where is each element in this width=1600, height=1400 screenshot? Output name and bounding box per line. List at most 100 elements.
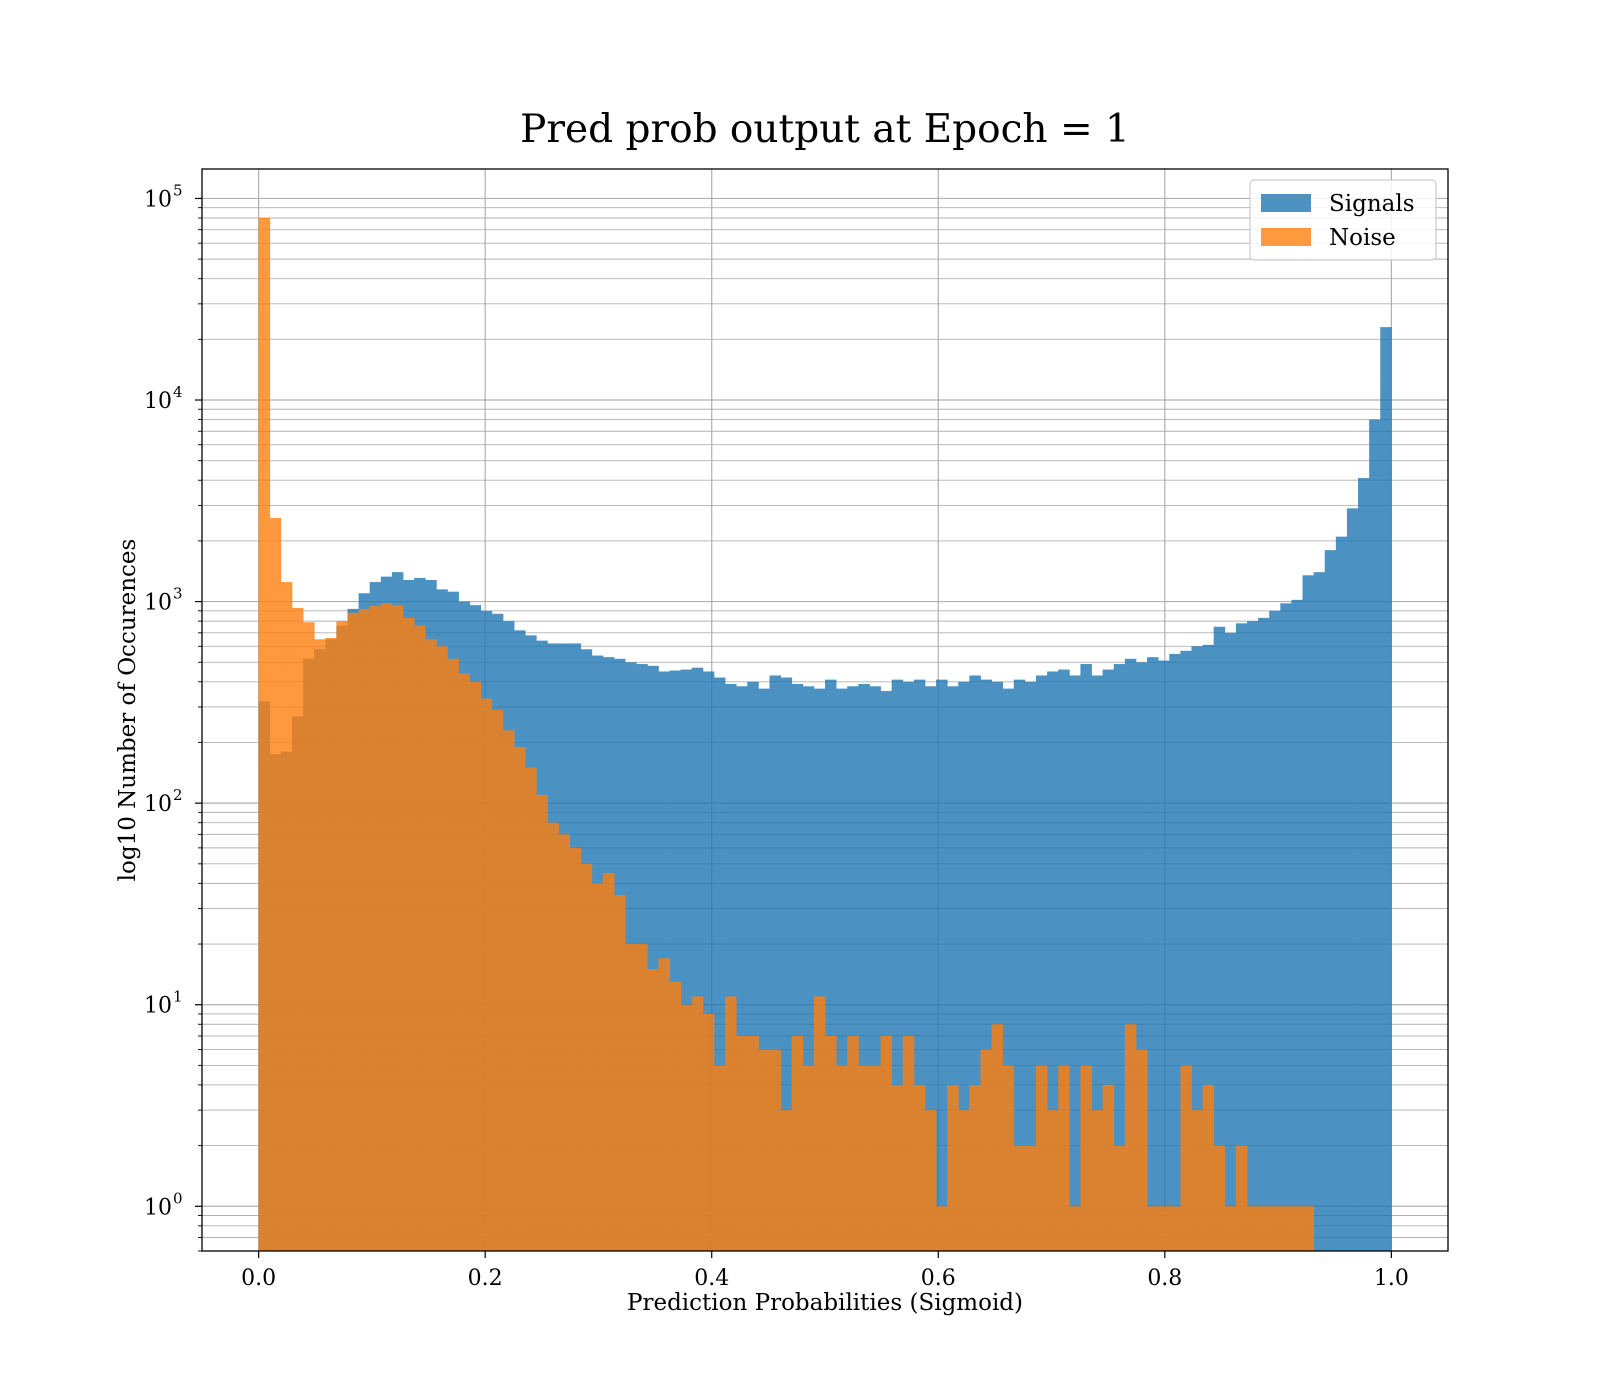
bar-noise [869,1065,881,1251]
bar-noise [502,730,515,1251]
bar-noise [380,603,393,1251]
bar-noise [403,617,415,1251]
bar-noise [669,981,682,1251]
bar-noise [436,646,448,1251]
y-tick-exponent: 5 [173,181,183,199]
bar-signals [947,686,959,1251]
bar-noise [1069,1206,1081,1251]
bar-noise [614,895,626,1251]
bar-signals [1124,658,1137,1251]
bar-signals [1380,327,1392,1252]
bar-noise [936,1206,948,1251]
bar-signals [813,688,826,1251]
y-tick-label: 10 [144,994,172,1019]
y-tick-label: 10 [144,389,172,414]
bar-noise [991,1024,1004,1251]
bar-signals [1302,575,1315,1251]
bar-signals [725,684,737,1251]
bar-noise [836,1065,848,1251]
bar-noise [1302,1206,1315,1251]
bar-noise [1291,1206,1303,1251]
bar-noise [1269,1206,1281,1251]
bar-signals [702,671,715,1251]
bar-signals [1346,508,1359,1252]
bar-signals [936,679,948,1251]
bar-noise [1124,1024,1137,1251]
bar-noise [658,958,670,1251]
bar-noise [1258,1206,1270,1251]
bar-signals [713,677,726,1251]
bar-signals [1191,646,1203,1251]
bar-signals [891,679,904,1251]
bar-signals [769,675,781,1251]
bar-signals [1313,572,1326,1251]
bar-noise [758,1049,770,1251]
bar-noise [736,1035,748,1251]
bar-signals [991,681,1004,1251]
legend-swatch-signals [1261,194,1311,212]
bar-signals [791,684,804,1251]
bar-signals [680,669,693,1251]
bar-noise [791,1035,804,1251]
x-tick-label: 1.0 [1374,1266,1409,1291]
y-tick-exponent: 3 [173,585,183,603]
bar-noise [980,1049,992,1251]
bar-noise [336,621,348,1251]
bar-noise [691,996,704,1251]
bar-noise [1135,1049,1148,1251]
bar-noise [1158,1206,1170,1251]
bar-noise [602,873,615,1251]
bar-noise [280,582,293,1251]
bar-noise [1013,1145,1026,1251]
bar-noise [947,1084,959,1251]
bar-noise [1180,1065,1192,1251]
bar-noise [713,1065,726,1251]
y-tick-label: 10 [144,591,172,616]
bar-noise [858,1065,870,1251]
series-noise [258,217,1315,1251]
bar-signals [1169,653,1181,1251]
bar-noise [269,517,282,1251]
bar-signals [736,686,748,1251]
bar-signals [1147,657,1159,1251]
bar-noise [924,1110,937,1251]
bar-noise [847,1035,859,1251]
bar-noise [902,1035,915,1251]
bar-noise [480,698,493,1251]
bar-noise [747,1035,759,1251]
bar-noise [258,217,271,1251]
bar-noise [291,607,304,1251]
y-axis-label: log10 Number of Occurences [115,539,141,882]
bar-noise [325,637,337,1251]
histogram-bars [258,217,1392,1252]
bar-noise [536,794,548,1251]
legend-label-signals: Signals [1329,191,1415,217]
bar-noise [514,746,526,1251]
bar-signals [958,681,970,1251]
bar-noise [447,658,459,1251]
bar-noise [969,1084,981,1251]
bar-signals [869,686,881,1251]
bar-signals [913,679,926,1251]
bar-signals [647,665,659,1251]
bar-noise [303,622,315,1251]
bar-signals [1280,603,1292,1251]
y-tick-exponent: 2 [173,786,183,804]
bar-signals [758,688,770,1251]
bar-noise [625,944,637,1251]
bar-noise [825,1035,837,1251]
bar-noise [1058,1065,1070,1251]
bar-noise [725,996,737,1251]
x-tick-label: 0.8 [1147,1266,1182,1291]
bar-noise [391,605,404,1251]
bar-signals [1002,688,1015,1251]
bar-noise [547,822,559,1251]
bar-signals [1324,550,1337,1251]
x-tick-label: 0.6 [921,1266,956,1291]
x-tick-label: 0.0 [241,1266,276,1291]
bar-signals [1202,644,1215,1251]
bar-noise [1280,1206,1292,1251]
bar-noise [1147,1206,1159,1251]
bar-noise [591,883,604,1251]
